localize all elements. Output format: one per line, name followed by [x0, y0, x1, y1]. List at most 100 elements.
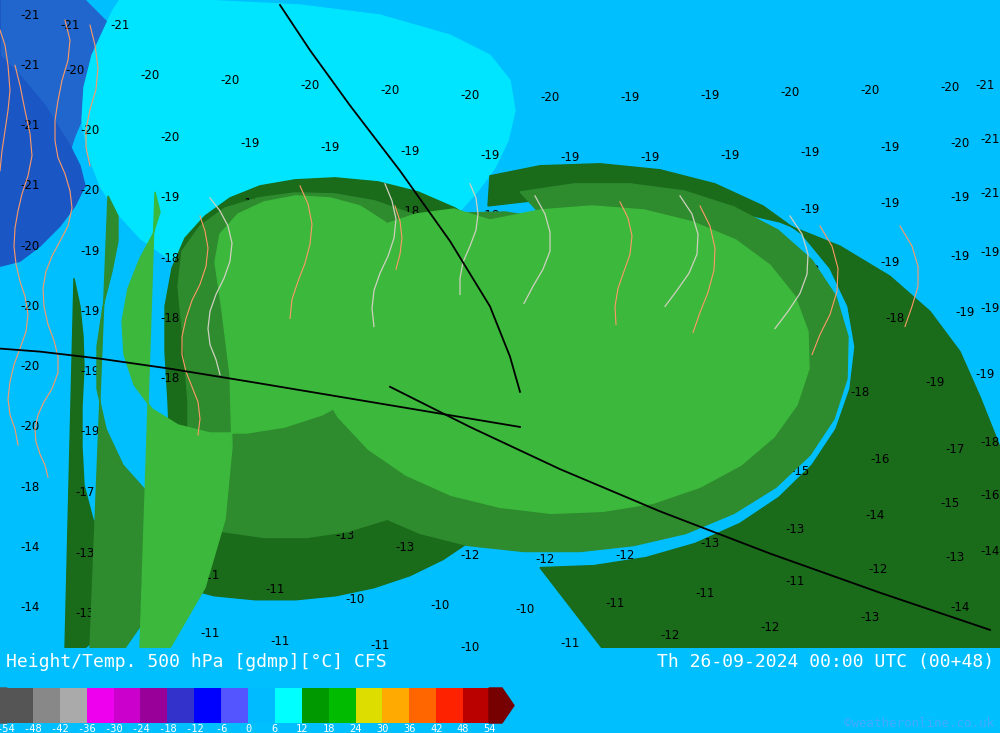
Bar [382, 688, 409, 723]
Text: -20: -20 [460, 89, 480, 102]
Polygon shape [0, 0, 115, 256]
Bar [114, 688, 140, 723]
Text: -11: -11 [785, 575, 805, 588]
Text: -17: -17 [770, 397, 790, 410]
Text: -17: -17 [725, 330, 745, 343]
Text: -11: -11 [560, 638, 580, 650]
Text: -19: -19 [240, 137, 260, 150]
Text: -14: -14 [275, 515, 295, 528]
Bar [436, 688, 463, 723]
Polygon shape [488, 163, 1000, 648]
Text: -16: -16 [290, 451, 310, 463]
Text: -12: -12 [535, 553, 555, 566]
Text: -13: -13 [335, 529, 355, 542]
Bar [221, 688, 248, 723]
Bar [248, 688, 275, 723]
Text: -14: -14 [20, 601, 40, 614]
Text: -11: -11 [270, 636, 290, 649]
Text: -15: -15 [410, 476, 430, 489]
Text: -16: -16 [405, 332, 425, 345]
Polygon shape [82, 0, 515, 291]
Text: -14: -14 [550, 489, 570, 502]
Text: -54: -54 [0, 724, 15, 733]
Text: -16: -16 [645, 335, 665, 348]
Text: 36: 36 [403, 724, 416, 733]
Text: -16: -16 [320, 326, 340, 339]
Bar [302, 688, 329, 723]
Text: -21: -21 [980, 188, 1000, 200]
Text: -19: -19 [560, 151, 580, 164]
Text: -19: -19 [975, 368, 995, 381]
Text: -21: -21 [980, 133, 1000, 146]
Bar [33, 688, 60, 723]
Text: -14: -14 [865, 509, 885, 522]
Text: -12: -12 [460, 549, 480, 562]
Text: -19: -19 [880, 141, 900, 154]
Text: -12: -12 [615, 549, 635, 562]
Text: -20: -20 [65, 64, 85, 77]
Polygon shape [122, 192, 420, 648]
Polygon shape [90, 193, 516, 648]
Bar [167, 688, 194, 723]
Text: -20: -20 [940, 81, 960, 94]
FancyArrow shape [0, 688, 7, 723]
Text: ©weatheronline.co.uk: ©weatheronline.co.uk [844, 717, 994, 730]
Bar [409, 688, 436, 723]
Text: Height/Temp. 500 hPa [gdmp][°C] CFS: Height/Temp. 500 hPa [gdmp][°C] CFS [6, 653, 387, 671]
Text: -18: -18 [20, 481, 40, 494]
Text: -20: -20 [80, 124, 100, 137]
Text: -18: -18 [240, 197, 260, 210]
Text: -24: -24 [131, 724, 150, 733]
Text: -20: -20 [950, 137, 970, 150]
Text: -20: -20 [20, 240, 40, 253]
Text: -11: -11 [605, 597, 625, 611]
Text: -16: -16 [980, 489, 1000, 502]
Text: -16: -16 [625, 414, 645, 427]
Text: -10: -10 [515, 603, 535, 616]
Text: -20: -20 [780, 86, 800, 99]
Text: -48: -48 [24, 724, 42, 733]
Text: -19: -19 [640, 151, 660, 164]
Text: -18: -18 [320, 202, 340, 215]
Text: -15: -15 [215, 503, 235, 516]
Text: -18: -18 [160, 251, 180, 265]
Bar [463, 688, 490, 723]
Text: -14: -14 [950, 601, 970, 614]
Text: -12: -12 [660, 630, 680, 642]
Text: Th 26-09-2024 00:00 UTC (00+48): Th 26-09-2024 00:00 UTC (00+48) [657, 653, 994, 671]
Text: -18: -18 [980, 435, 1000, 449]
Text: -15: -15 [790, 465, 810, 478]
Text: -18: -18 [480, 210, 500, 223]
Text: -18: -18 [400, 205, 420, 218]
Text: -18: -18 [850, 386, 870, 399]
Polygon shape [65, 178, 562, 648]
Text: -14: -14 [480, 485, 500, 498]
Text: -17: -17 [240, 258, 260, 270]
Text: -20: -20 [20, 421, 40, 433]
Text: -12: -12 [760, 622, 780, 634]
Text: -17: -17 [640, 274, 660, 287]
Text: -18: -18 [160, 312, 180, 325]
Text: 30: 30 [376, 724, 389, 733]
Text: -18: -18 [155, 432, 175, 446]
Text: -16: -16 [485, 336, 505, 349]
Text: -13: -13 [860, 611, 880, 625]
Text: -17: -17 [560, 276, 580, 289]
Text: 48: 48 [457, 724, 469, 733]
Text: -11: -11 [200, 569, 220, 582]
Polygon shape [309, 206, 809, 513]
Text: -20: -20 [160, 131, 180, 144]
Text: -19: -19 [720, 150, 740, 162]
Text: -12: -12 [135, 617, 155, 630]
Text: -19: -19 [950, 250, 970, 262]
Text: -19: -19 [480, 150, 500, 162]
Text: -18: -18 [160, 372, 180, 386]
Text: -20: -20 [860, 84, 880, 97]
Text: -20: -20 [140, 69, 160, 82]
Text: -36: -36 [77, 724, 96, 733]
Text: -19: -19 [980, 302, 1000, 315]
Text: -17: -17 [695, 406, 715, 419]
Text: -17: -17 [480, 274, 500, 287]
Text: -11: -11 [200, 627, 220, 641]
Text: -14: -14 [20, 541, 40, 554]
